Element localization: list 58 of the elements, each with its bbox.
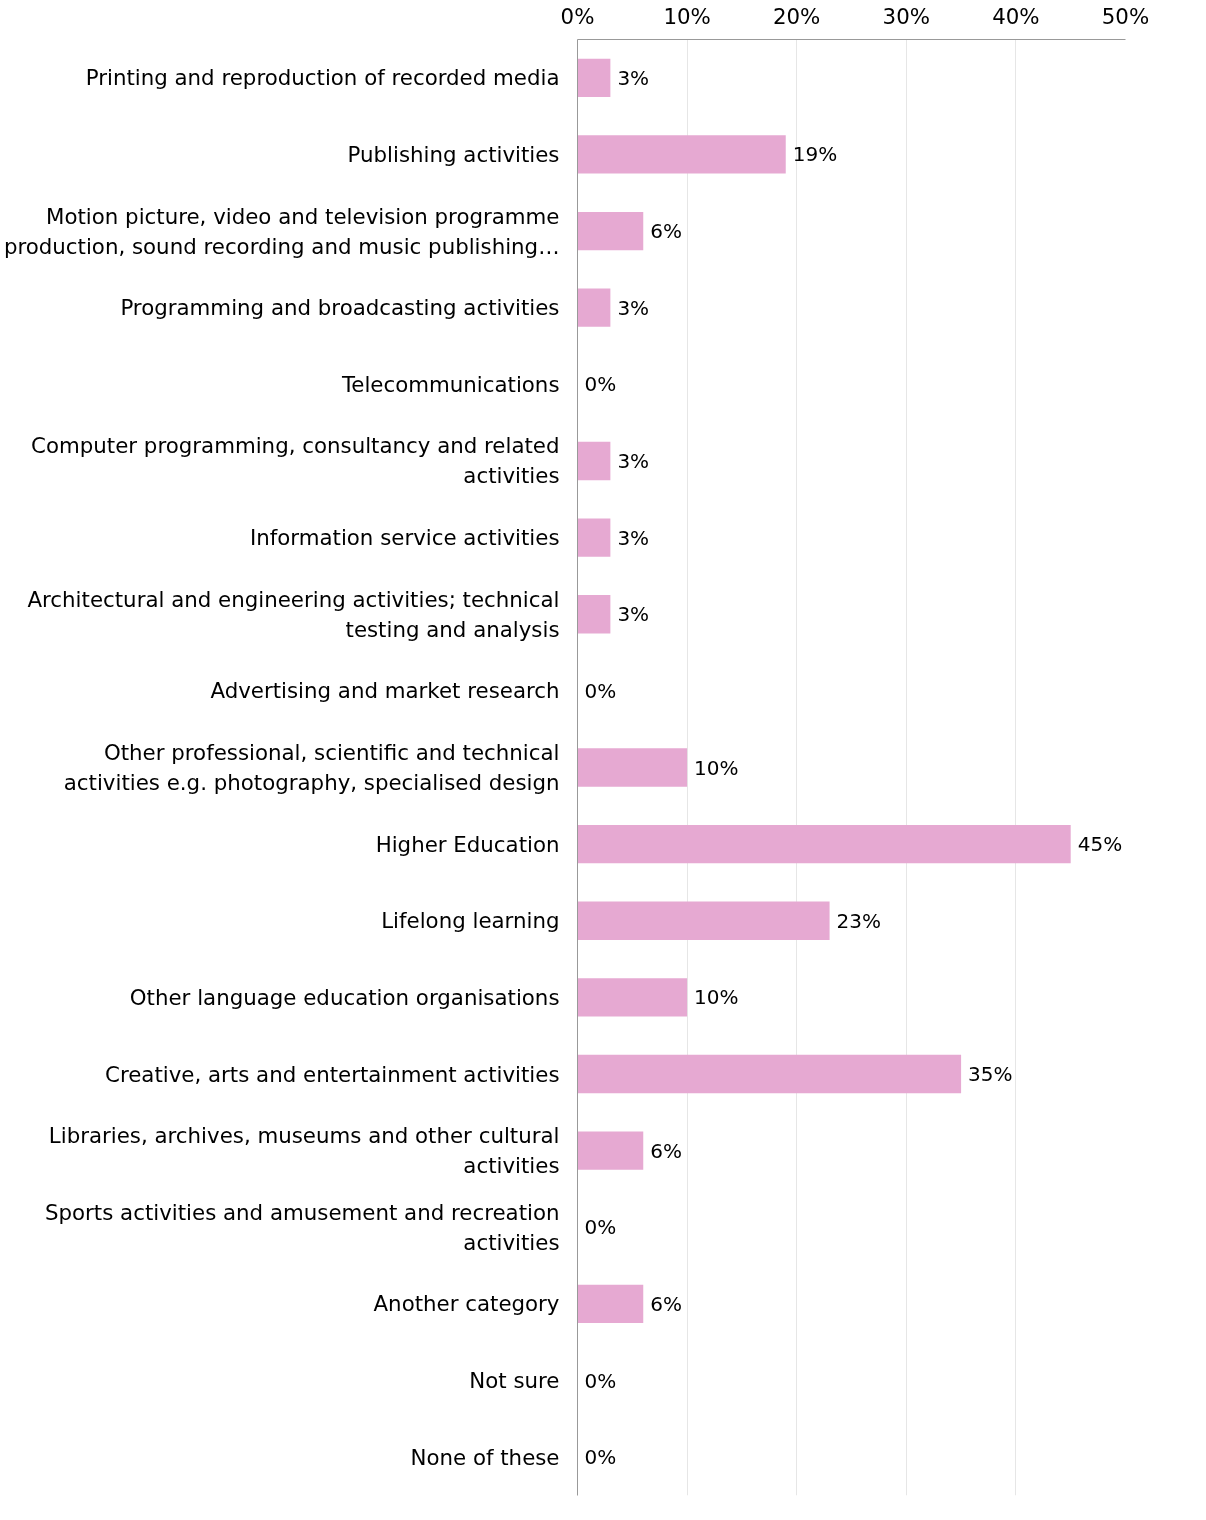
y-tick-label: Advertising and market research — [210, 678, 560, 704]
y-tick-label: Motion picture, video and television programme production, sound recording and music publishing… — [3, 203, 560, 259]
data-label: 19% — [792, 142, 838, 167]
data-label: 3% — [617, 448, 650, 473]
bar — [577, 288, 611, 327]
y-tick-label: Publishing activities — [347, 141, 560, 167]
data-label: 0% — [584, 1368, 617, 1393]
data-label: 0% — [584, 372, 617, 397]
data-label: 6% — [650, 1291, 682, 1316]
data-label: 23% — [836, 908, 882, 933]
data-label: 3% — [617, 295, 650, 320]
x-tick-label: 40% — [992, 3, 1040, 29]
bar — [577, 135, 786, 174]
data-label: 0% — [584, 1445, 617, 1470]
bar — [577, 1054, 962, 1094]
data-label: 10% — [694, 755, 739, 780]
y-tick-label: Other professional, scientific and technical activities e.g. photography, specialised design — [63, 740, 560, 795]
y-tick-label: Another category — [373, 1291, 560, 1317]
bar — [577, 901, 830, 940]
data-label: 3% — [617, 525, 650, 550]
y-tick-label: Higher Education — [375, 831, 560, 857]
data-label: 6% — [650, 1138, 682, 1163]
y-tick-label: Computer programming, consultancy and related activities — [31, 433, 560, 489]
y-tick-label: Not sure — [469, 1368, 560, 1394]
y-tick-label: Libraries, archives, museums and other cultural activities — [48, 1123, 560, 1179]
bar — [577, 595, 611, 634]
bar — [577, 58, 611, 97]
data-label: 45% — [1077, 832, 1123, 857]
data-label: 6% — [650, 219, 682, 244]
y-tick-label: Information service activities — [249, 525, 560, 551]
x-tick-label: 20% — [773, 3, 821, 29]
y-tick-label: Creative, arts and entertainment activities — [105, 1061, 560, 1087]
y-tick-label: None of these — [410, 1444, 560, 1470]
data-label: 0% — [584, 678, 617, 703]
bar — [577, 1131, 644, 1170]
y-tick-label: Programming and broadcasting activities — [120, 295, 560, 321]
y-tick-label: Lifelong learning — [381, 908, 560, 934]
data-label: 3% — [617, 65, 650, 90]
bar — [577, 978, 688, 1017]
x-tick-label: 10% — [663, 3, 711, 29]
data-label: 0% — [584, 1215, 617, 1240]
y-tick-label: Sports activities and amusement and recreation activities — [44, 1199, 560, 1255]
bar — [577, 518, 611, 557]
data-label: 10% — [694, 985, 739, 1010]
bar — [577, 211, 644, 251]
y-tick-label: Printing and reproduction of recorded media — [85, 65, 560, 91]
data-label: 35% — [968, 1062, 1013, 1087]
x-tick-label: 30% — [882, 3, 930, 29]
y-tick-label: Architectural and engineering activities; technical testing and analysis — [27, 586, 560, 642]
y-tick-label: Other language education organisations — [129, 984, 560, 1010]
bar — [577, 441, 611, 481]
x-tick-label: 50% — [1101, 3, 1150, 29]
data-label: 3% — [617, 602, 650, 627]
x-tick-label: 0% — [560, 3, 595, 29]
bar — [577, 1284, 644, 1324]
bar — [577, 824, 1071, 864]
y-tick-label: Telecommunications — [340, 371, 560, 397]
bar — [577, 748, 688, 787]
